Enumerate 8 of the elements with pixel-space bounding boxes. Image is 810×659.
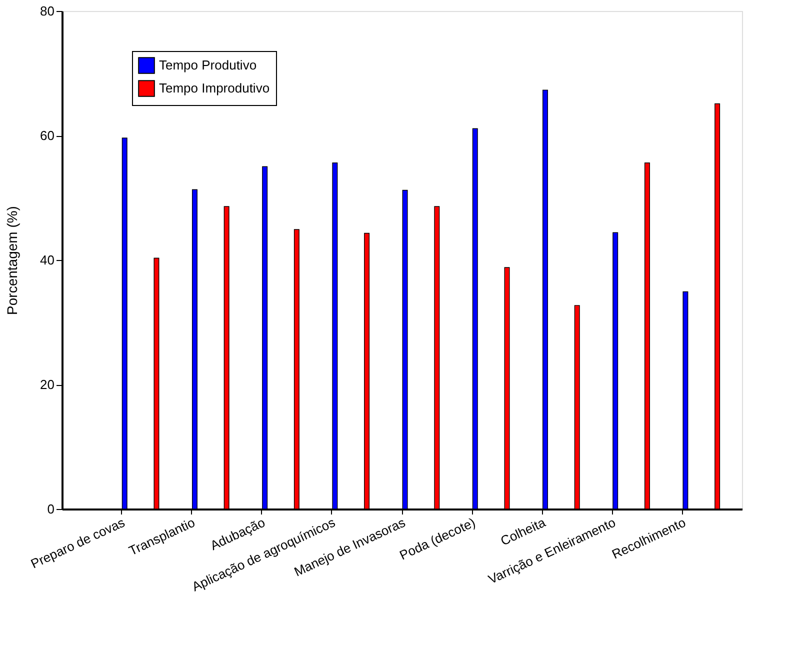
legend-label: Tempo Improdutivo bbox=[159, 80, 270, 96]
y-tick-label: 0 bbox=[47, 502, 54, 516]
y-tick-label: 20 bbox=[40, 377, 54, 392]
y-tick-label: 60 bbox=[40, 128, 54, 143]
y-tick-label: 40 bbox=[40, 252, 54, 268]
y-axis-title: Porcentagem (%) bbox=[4, 206, 20, 315]
y-tick-label: 80 bbox=[40, 4, 54, 18]
legend-label: Tempo Produtivo bbox=[159, 58, 257, 72]
